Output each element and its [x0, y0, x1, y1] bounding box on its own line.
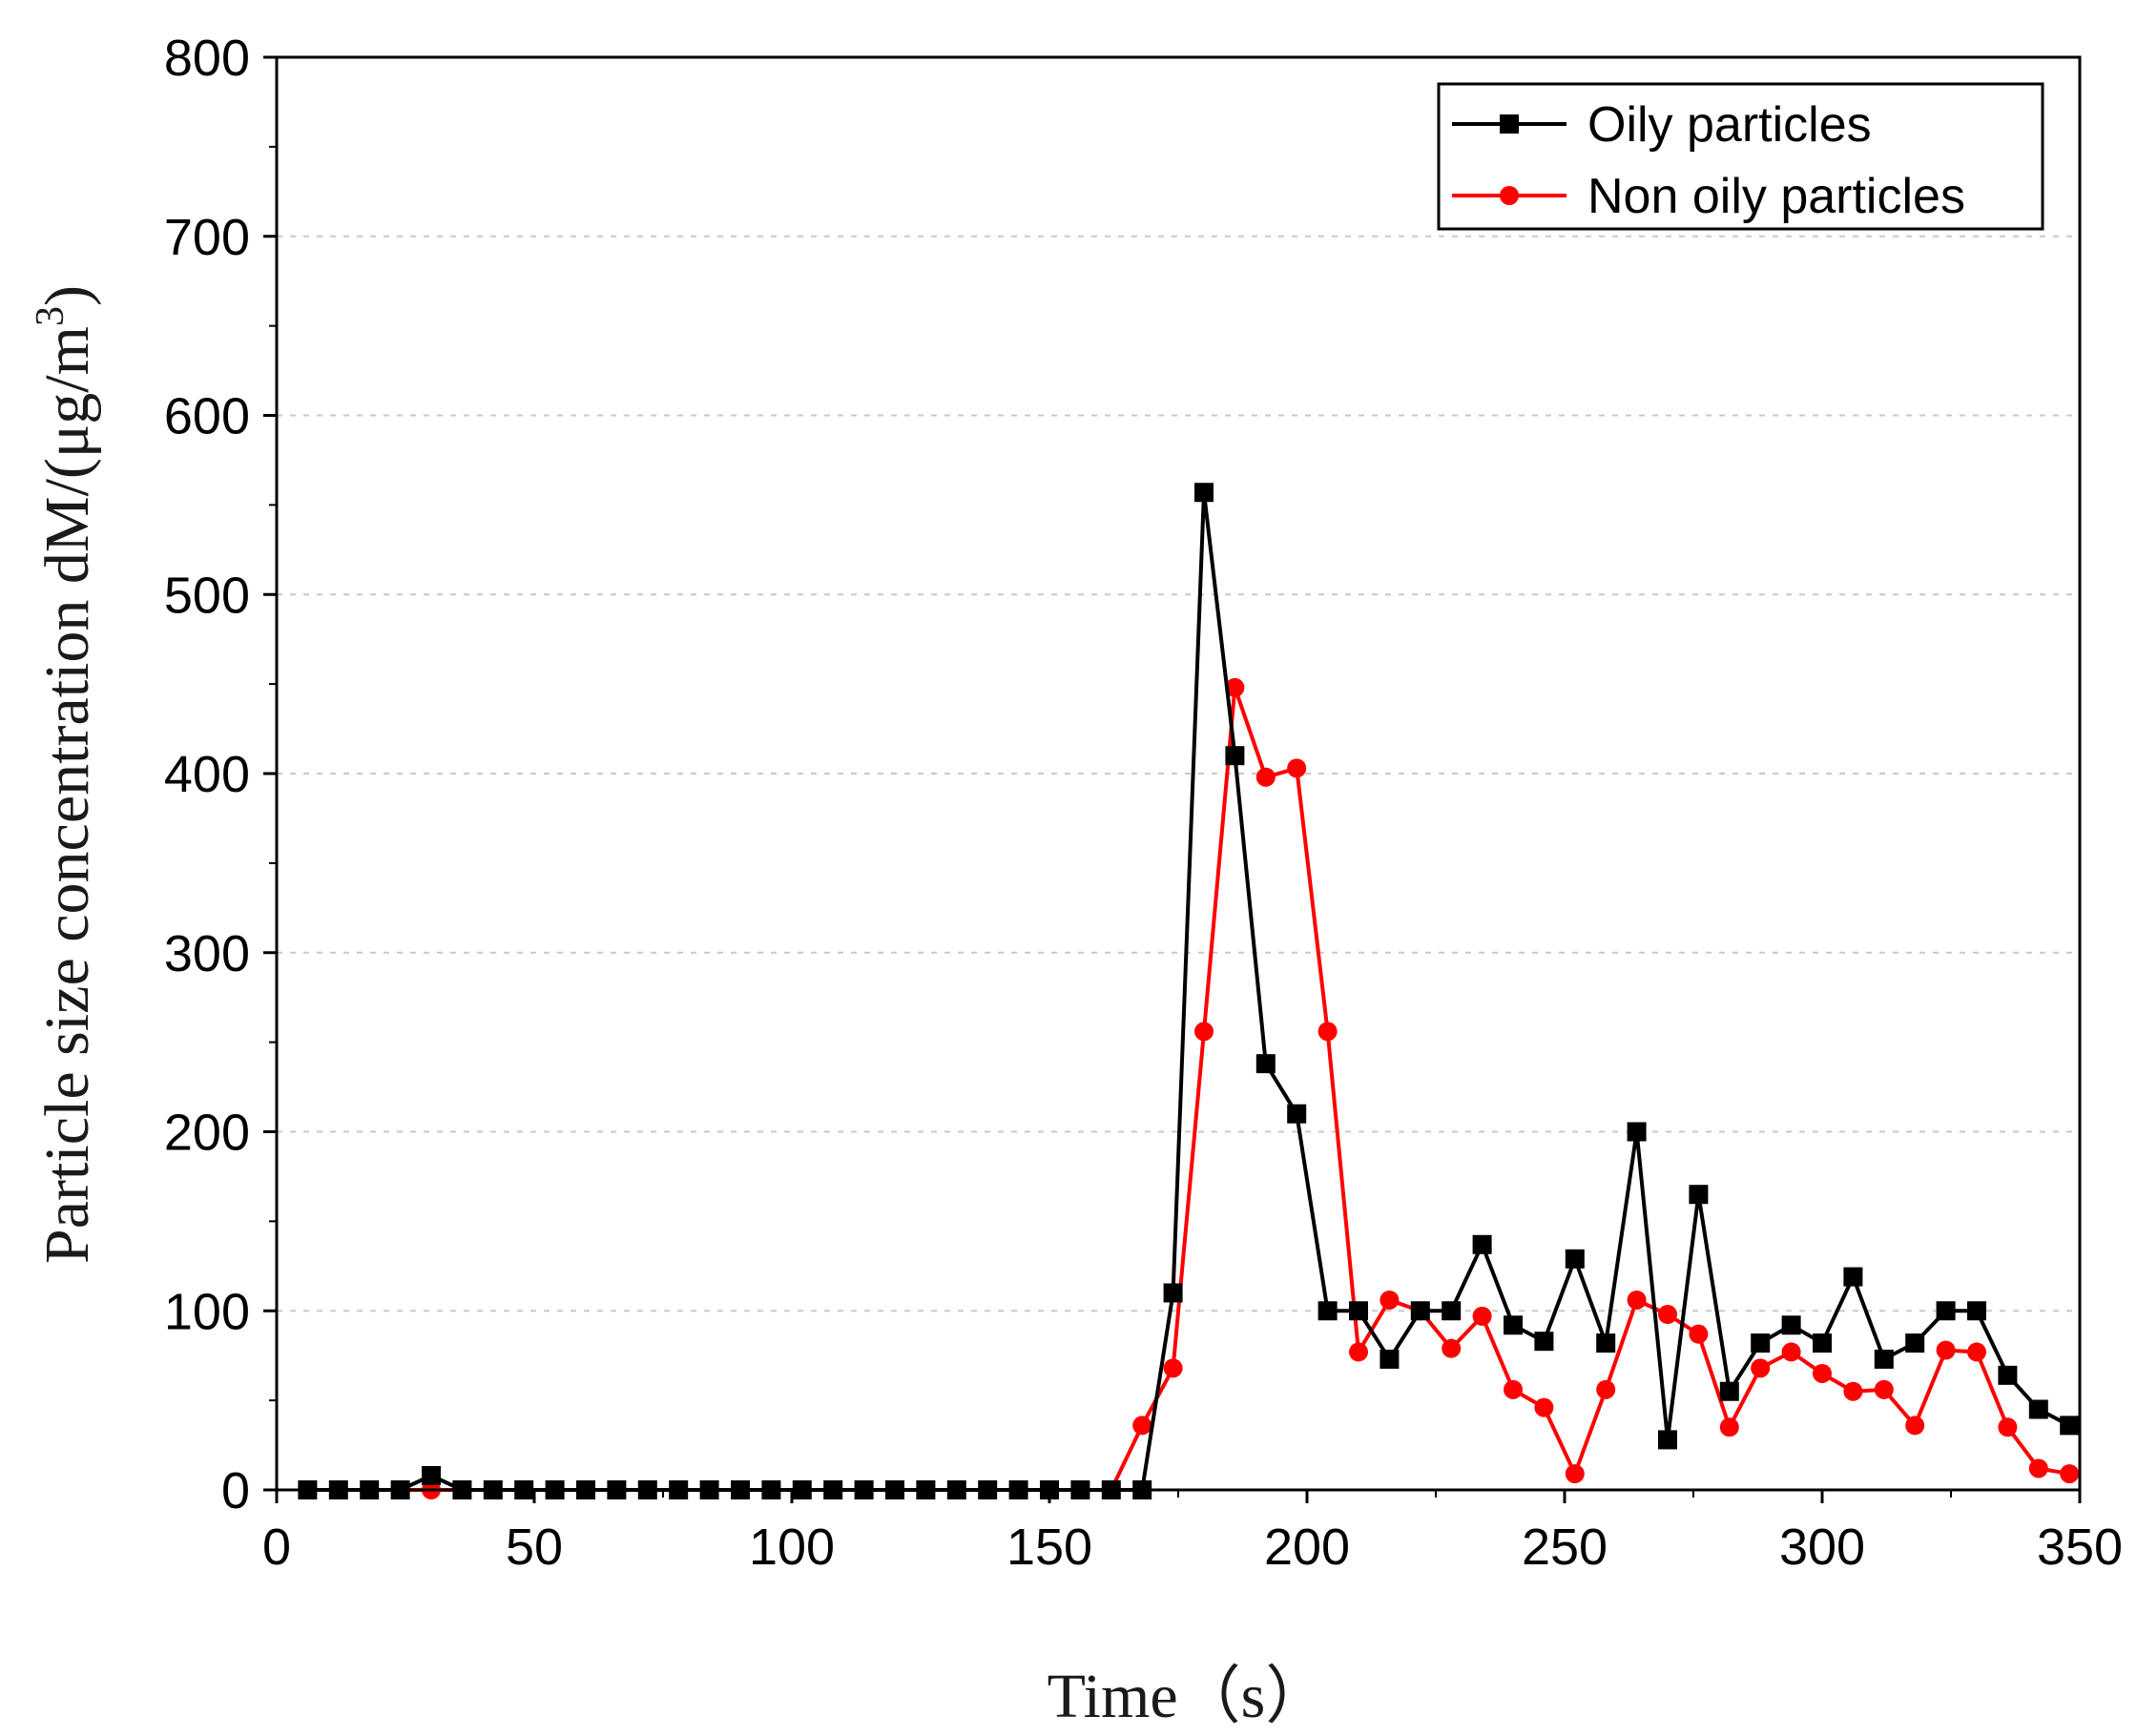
- y-tick-label: 700: [164, 209, 250, 266]
- data-point: [1534, 1397, 1554, 1417]
- y-tick-label: 300: [164, 925, 250, 982]
- y-axis: 0 100 200 300 400 500 600 700 800: [164, 30, 277, 1519]
- y-tick-label: 600: [164, 388, 250, 445]
- data-point: [1658, 1430, 1677, 1450]
- data-point: [1287, 1104, 1307, 1124]
- data-point: [1936, 1301, 1956, 1321]
- data-point: [1781, 1342, 1801, 1362]
- data-point: [1781, 1315, 1801, 1335]
- data-point: [1317, 1022, 1338, 1042]
- data-point: [1658, 1305, 1677, 1325]
- data-point: [1410, 1301, 1430, 1321]
- data-point: [1194, 1022, 1214, 1042]
- data-point: [1565, 1464, 1585, 1484]
- data-point: [2060, 1464, 2080, 1484]
- legend: Oily particles Non oily particles: [1437, 82, 2044, 231]
- legend-marker-oily: [1500, 114, 1519, 134]
- y-tick-label: 500: [164, 567, 250, 624]
- data-point: [1905, 1333, 1925, 1354]
- x-axis-title: Time（s）: [1048, 1662, 1329, 1731]
- data-point: [1349, 1342, 1368, 1362]
- data-point: [1967, 1342, 1986, 1362]
- data-point: [1225, 677, 1245, 697]
- data-point: [1719, 1381, 1739, 1401]
- x-tick-label: 0: [262, 1519, 291, 1576]
- x-tick-label: 200: [1264, 1519, 1350, 1576]
- data-point: [1442, 1301, 1462, 1321]
- data-point: [1317, 1301, 1338, 1321]
- series-line-non-oily-particles: [307, 685, 2070, 1492]
- x-axis: 0 50 100 150 200 250 300 350: [262, 1490, 2123, 1576]
- y-tick-label: 100: [164, 1283, 250, 1340]
- x-tick-label: 250: [1522, 1519, 1608, 1576]
- data-point: [1813, 1363, 1832, 1383]
- legend-box: [1437, 82, 2044, 231]
- data-point: [1813, 1333, 1832, 1354]
- series-oily-particles: [298, 483, 2080, 1499]
- data-point: [1905, 1416, 1925, 1436]
- legend-marker-non-oily: [1500, 186, 1519, 205]
- y-tick-label: 200: [164, 1105, 250, 1162]
- data-point: [1719, 1417, 1739, 1437]
- data-point: [1936, 1340, 1956, 1360]
- data-point: [1163, 1358, 1183, 1378]
- data-point: [1627, 1122, 1647, 1142]
- y-axis-title-main: Particle size concentration dM/(μg/m: [32, 326, 102, 1264]
- data-point: [1534, 1332, 1554, 1352]
- data-point: [422, 1465, 441, 1485]
- series-non-oily-particles: [298, 677, 2080, 1499]
- data-point: [1843, 1267, 1863, 1287]
- data-point: [1689, 1185, 1709, 1205]
- data-point: [1255, 1054, 1276, 1074]
- y-axis-title-superscript: 3: [29, 306, 73, 326]
- x-tick-label: 300: [1779, 1519, 1865, 1576]
- data-point: [1163, 1283, 1183, 1303]
- data-point: [1967, 1301, 1986, 1321]
- data-point: [1874, 1349, 1894, 1369]
- data-point: [1874, 1379, 1894, 1399]
- x-tick-label: 50: [506, 1519, 563, 1576]
- data-point: [1194, 483, 1214, 503]
- data-point: [1565, 1249, 1585, 1269]
- data-point: [1998, 1365, 2018, 1385]
- data-point: [1442, 1338, 1462, 1358]
- data-point: [1132, 1416, 1152, 1436]
- data-point: [1689, 1324, 1709, 1344]
- series-line-oily-particles: [307, 490, 2071, 1492]
- data-point: [2028, 1458, 2048, 1478]
- data-point: [1596, 1333, 1616, 1354]
- x-tick-label: 100: [749, 1519, 835, 1576]
- data-point: [1504, 1379, 1523, 1399]
- data-point: [1504, 1315, 1523, 1335]
- y-axis-title-suffix: ): [32, 285, 102, 306]
- data-point: [1998, 1417, 2018, 1437]
- data-point: [2028, 1399, 2048, 1419]
- legend-label-non-oily: Non oily particles: [1587, 169, 1965, 224]
- data-point: [1843, 1381, 1863, 1401]
- x-tick-label: 150: [1006, 1519, 1092, 1576]
- data-point: [1225, 746, 1245, 766]
- data-point: [1751, 1358, 1771, 1378]
- data-point: [1751, 1333, 1771, 1354]
- data-point: [1255, 767, 1276, 787]
- data-point: [1472, 1234, 1492, 1254]
- x-tick-label: 350: [2037, 1519, 2123, 1576]
- data-point: [1380, 1290, 1400, 1310]
- data-point: [1596, 1379, 1616, 1399]
- y-tick-label: 0: [221, 1462, 250, 1519]
- data-point: [1627, 1290, 1647, 1310]
- series-layer: [298, 483, 2080, 1499]
- data-point: [1287, 758, 1307, 778]
- y-axis-title: Particle size concentration dM/(μg/m3): [29, 285, 102, 1264]
- data-point: [1380, 1349, 1400, 1369]
- data-point: [1472, 1306, 1492, 1326]
- y-tick-label: 400: [164, 746, 250, 803]
- data-point: [2060, 1416, 2080, 1436]
- legend-label-oily: Oily particles: [1587, 97, 1872, 153]
- y-tick-label: 800: [164, 30, 250, 87]
- data-point: [1349, 1301, 1368, 1321]
